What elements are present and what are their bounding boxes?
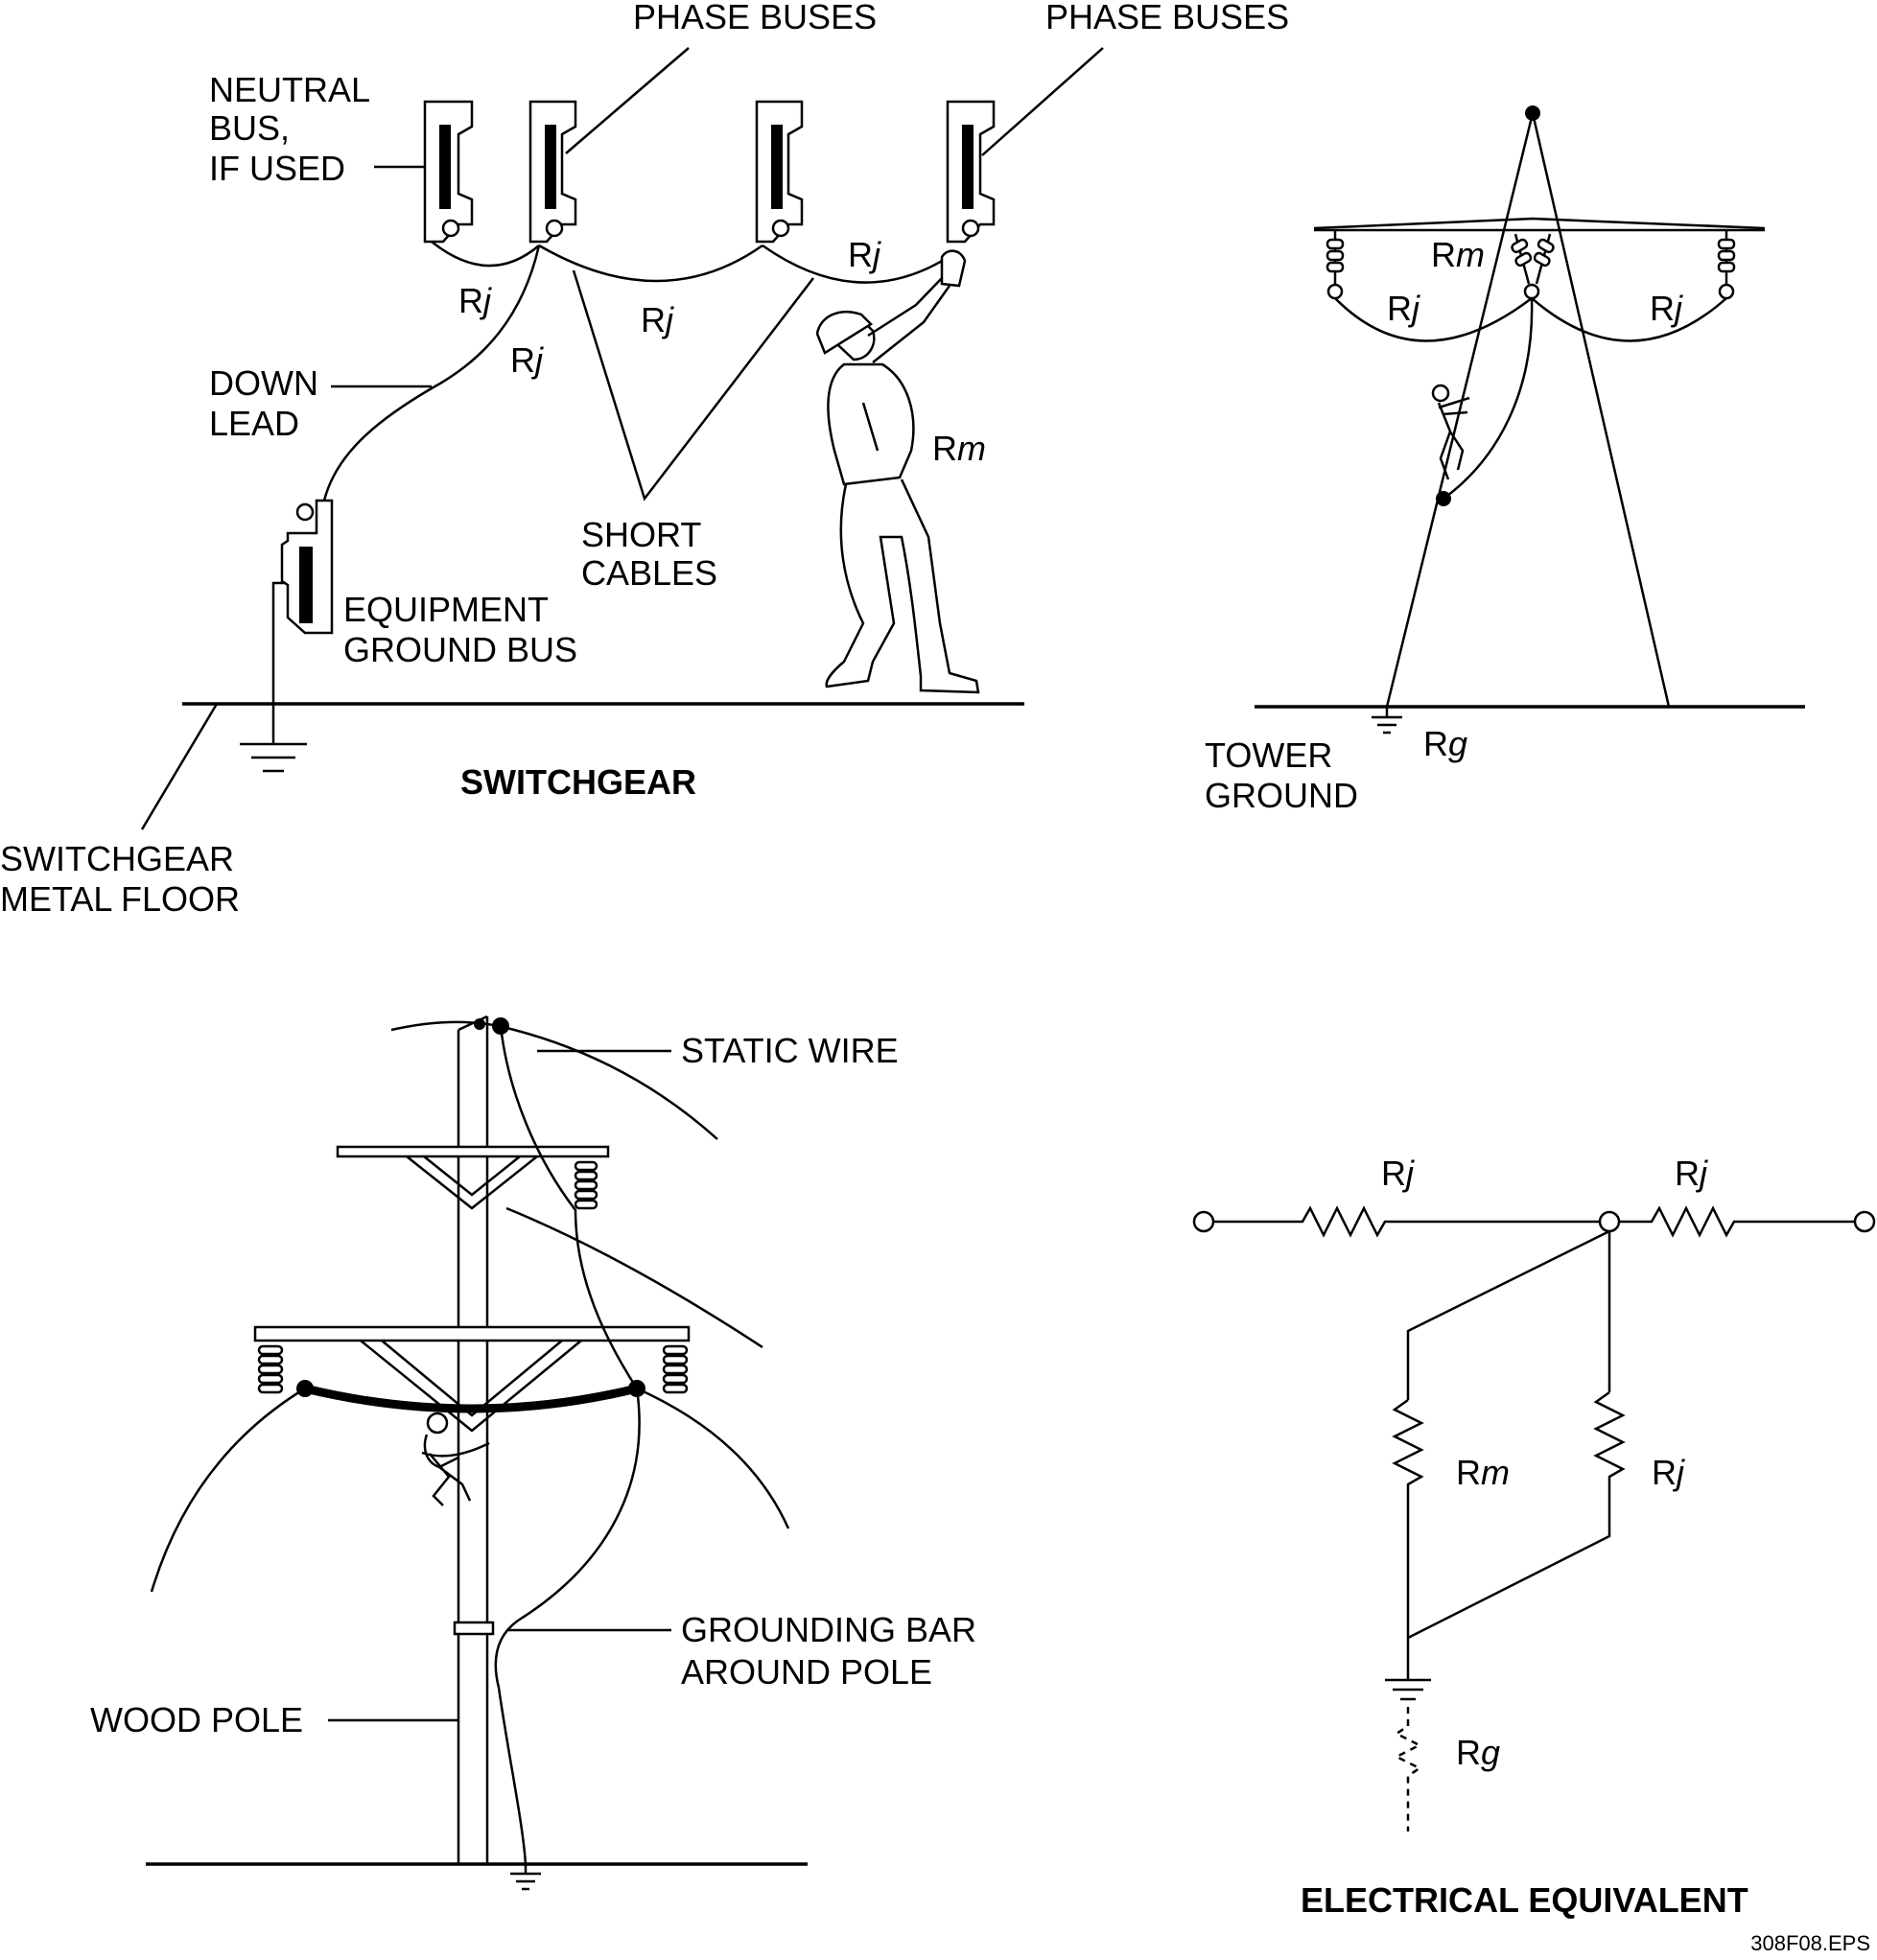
rm-branch-top (1406, 1229, 1610, 1400)
lower-insulator-left (257, 1344, 284, 1394)
tower-rm-symbol: Rm (1431, 235, 1485, 274)
short-cables-label-line2: CABLES (581, 553, 717, 593)
down-lead-label-line2: LEAD (209, 404, 299, 443)
tower-leg-left (1385, 112, 1535, 708)
phase-buses-right-leader (981, 47, 1104, 156)
tower-peak-node (1525, 105, 1540, 121)
wood-pole-panel: STATIC WIRE GROUNDING BAR AROUND POLE WO… (90, 1015, 976, 1891)
resistor-rj-top-right (1619, 1205, 1855, 1238)
phase-bus-clamp-3 (946, 100, 996, 244)
grounding-bar-label-line1: GROUNDING BAR (681, 1610, 976, 1649)
tower-panel: Rm Rj Rj Rg TOWER GROUND (1205, 105, 1805, 815)
switchgear-rj-symbol-2: Rj (510, 340, 544, 380)
pole-lineman-figure (421, 1412, 490, 1506)
tower-leg-right (1531, 112, 1671, 708)
phase-buses-left-label: PHASE BUSES (633, 0, 877, 36)
down-lead-cable (322, 245, 541, 502)
center-node (1598, 1210, 1621, 1233)
jumper-cable-1 (431, 241, 540, 268)
lower-conductor-right (636, 1387, 790, 1529)
short-cables-v (572, 269, 814, 502)
tower-ground-label-line1: TOWER (1205, 735, 1332, 775)
lower-insulator-right (662, 1344, 689, 1394)
resistor-rm (1392, 1398, 1424, 1638)
switchgear-rj-symbol-1: Rj (458, 281, 492, 320)
terminal-right (1853, 1210, 1876, 1233)
switchgear-rj-symbol-3: Rj (641, 300, 674, 339)
tower-ground-symbol (1372, 707, 1402, 735)
metal-floor-leader (140, 703, 219, 830)
file-reference: 308F08.EPS (1750, 1931, 1870, 1955)
tower-rg-symbol: Rg (1423, 724, 1467, 763)
tower-climber-figure (1431, 384, 1470, 480)
pole-ground-wire (494, 1025, 641, 1865)
phase-buses-left-leader (565, 47, 690, 154)
tower-insulator-right (1717, 230, 1736, 300)
jumper-cable-3 (762, 244, 958, 284)
grounding-bar-label-line2: AROUND POLE (681, 1652, 932, 1692)
tower-rj-symbol-left: Rj (1387, 289, 1420, 328)
equivalent-rg-symbol: Rg (1456, 1733, 1500, 1772)
electrical-equivalent-panel: Rj Rj Rm Rj Rg ELECTRICAL EQUIVALENT (1192, 1154, 1876, 1920)
pole-ground-symbol (510, 1864, 541, 1891)
bonding-jumper (303, 1384, 639, 1413)
upper-conductor (505, 1206, 763, 1349)
tower-jumper-right (1531, 297, 1727, 342)
upper-crossarm (336, 1145, 610, 1158)
static-wire-label: STATIC WIRE (681, 1031, 899, 1070)
electrical-equivalent-title: ELECTRICAL EQUIVALENT (1301, 1880, 1748, 1920)
equivalent-rj-symbol-left: Rj (1381, 1154, 1415, 1193)
short-cables-label-line1: SHORT (581, 515, 701, 554)
resistor-rj-top-left (1213, 1205, 1600, 1238)
tower-rj-symbol-right: Rj (1650, 289, 1683, 328)
down-lead-label-line1: DOWN (209, 363, 318, 403)
equipment-ground-bus-clamp (271, 499, 334, 704)
lineman-figure (815, 249, 980, 694)
metal-floor-label-line2: METAL FLOOR (0, 879, 240, 919)
equipment-ground-bus-label-line2: GROUND BUS (343, 630, 577, 669)
tower-insulator-left (1326, 230, 1345, 300)
jumper-cable-2 (538, 244, 763, 283)
resistor-rg-earth (1394, 1707, 1422, 1832)
phase-bus-clamp-2 (755, 100, 804, 244)
neutral-bus-label-line2: BUS, (209, 108, 290, 148)
terminal-left (1192, 1210, 1215, 1233)
equivalent-ground-symbol (1385, 1678, 1431, 1701)
grounding-bar (453, 1621, 495, 1636)
tower-jumper-left (1334, 297, 1533, 342)
phase-buses-right-label: PHASE BUSES (1045, 0, 1289, 36)
neutral-bus-label-line1: NEUTRAL (209, 70, 370, 109)
tower-ground-clamp-node (1436, 491, 1451, 506)
switchgear-rm-symbol: Rm (932, 429, 986, 468)
switchgear-ground-symbol (240, 704, 307, 773)
tower-crossarm (1313, 217, 1766, 230)
lower-crossarm (253, 1325, 691, 1342)
metal-floor-label-line1: SWITCHGEAR (0, 839, 234, 878)
phase-bus-clamp-1 (528, 100, 577, 244)
tower-insulator-center (1511, 233, 1555, 300)
equivalent-rm-symbol: Rm (1456, 1453, 1510, 1492)
neutral-bus-label-line3: IF USED (209, 149, 345, 188)
tower-ground-label-line2: GROUND (1205, 776, 1358, 815)
tower-ground-cable (1443, 297, 1534, 501)
neutral-bus-clamp (423, 100, 474, 244)
equivalent-rj-symbol-right: Rj (1675, 1154, 1708, 1193)
equivalent-rj-symbol-vertical: Rj (1652, 1453, 1685, 1492)
static-wire (390, 1020, 718, 1140)
switchgear-panel: PHASE BUSES PHASE BUSES NEUTRAL BUS, IF … (0, 0, 1289, 919)
upper-insulator (574, 1160, 598, 1210)
switchgear-rj-symbol-4: Rj (848, 235, 881, 274)
equipment-ground-bus-label-line1: EQUIPMENT (343, 590, 549, 629)
resistor-rj-vertical (1407, 1390, 1626, 1640)
lower-conductor-left (150, 1387, 306, 1593)
wood-pole-label: WOOD POLE (90, 1700, 303, 1739)
switchgear-title: SWITCHGEAR (460, 762, 696, 802)
